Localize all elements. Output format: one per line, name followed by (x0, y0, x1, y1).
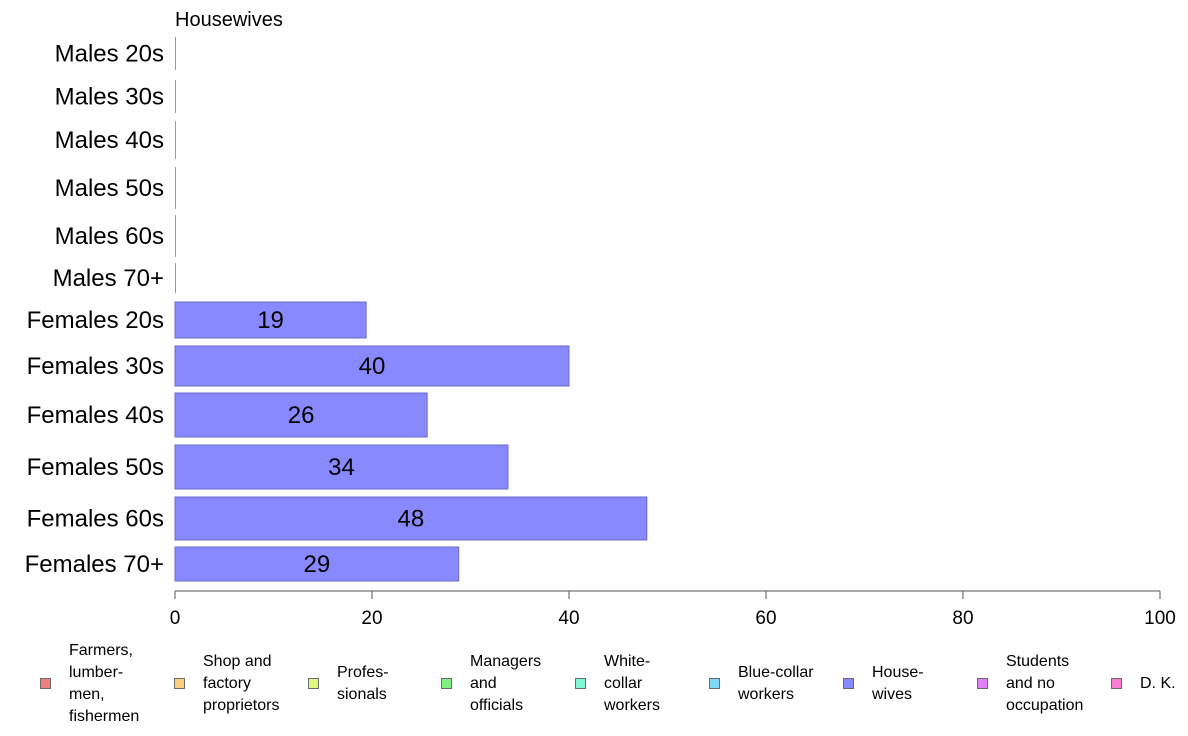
category-label: Females 20s (27, 307, 164, 334)
legend-item: Managers and officials (0, 640, 1188, 736)
bar (174, 546, 460, 582)
bar (175, 121, 176, 159)
legend-label: Farmers, lumber- men, fishermen (69, 642, 140, 725)
legend-label: Blue-collar workers (738, 664, 814, 703)
category-label: Females 70+ (25, 551, 164, 578)
x-axis-ticks: 0 20 40 60 80 100 (170, 591, 1176, 629)
category-label: Females 30s (27, 353, 164, 380)
legend-swatch-icon (1111, 678, 1122, 689)
legend-item: House- wives (0, 640, 1188, 736)
legend-label: D. K. (1140, 675, 1176, 692)
x-tick-label: 100 (1144, 608, 1176, 629)
legend-label: Managers and officials (470, 653, 542, 714)
bar-value-label: 29 (303, 551, 330, 578)
x-tick-label: 60 (755, 608, 776, 629)
category-label: Males 50s (55, 175, 164, 202)
bar-value-label: 34 (328, 454, 355, 481)
legend-item: Blue-collar workers (0, 640, 1188, 736)
bar (175, 215, 176, 257)
category-label: Males 70+ (53, 265, 164, 292)
legend-label: House- wives (872, 664, 924, 703)
legend-label: Students and no occupation (1006, 653, 1084, 714)
bar (174, 496, 648, 541)
bar (174, 301, 367, 339)
legend-item: Profes- sionals (0, 640, 1188, 736)
legend-item: Farmers, lumber- men, fishermen (0, 640, 1188, 736)
legend-label: White- collar workers (604, 653, 661, 714)
bar (175, 37, 176, 70)
bar (175, 80, 176, 113)
legend-swatch-icon (174, 678, 185, 689)
legend: Farmers, lumber- men, fishermen Shop and … (0, 640, 1188, 736)
category-label: Females 50s (27, 454, 164, 481)
legend-swatch-icon (843, 678, 854, 689)
bar-value-label: 19 (257, 307, 284, 334)
category-label: Females 60s (27, 506, 164, 533)
x-tick-label: 40 (558, 608, 579, 629)
legend-label: Profes- sionals (337, 664, 389, 703)
bar (175, 167, 176, 209)
bar-value-label: 26 (288, 402, 315, 429)
category-label: Males 30s (55, 84, 164, 111)
legend-swatch-icon (575, 678, 586, 689)
category-label: Females 40s (27, 402, 164, 429)
legend-item: White- collar workers (0, 640, 1188, 736)
legend-item: Students and no occupation (0, 640, 1188, 736)
x-tick-label: 20 (361, 608, 382, 629)
bar (175, 263, 176, 293)
category-labels: Males 20s Males 30s Males 40s Males 50s Male… (25, 41, 164, 579)
legend-label: Shop and factory proprietors (203, 653, 280, 714)
bar-value-label: 40 (359, 353, 386, 380)
bar (174, 392, 428, 438)
category-label: Males 60s (55, 223, 164, 250)
bar-value-label: 48 (398, 506, 425, 533)
legend-swatch-icon (441, 678, 452, 689)
legend-item: Shop and factory proprietors (0, 640, 1188, 736)
category-label: Males 20s (55, 41, 164, 68)
bars (174, 37, 648, 582)
legend-swatch-icon (977, 678, 988, 689)
category-label: Males 40s (55, 127, 164, 154)
bar (174, 444, 509, 490)
legend-swatch-icon (40, 678, 51, 689)
x-tick-label: 80 (952, 608, 973, 629)
legend-swatch-icon (709, 678, 720, 689)
bar (174, 345, 570, 387)
legend-item: D. K. (0, 640, 1188, 736)
bar-value-labels: 19 40 26 34 48 29 (257, 307, 424, 578)
chart-title: Housewives (175, 9, 283, 31)
legend-swatch-icon (308, 678, 319, 689)
x-tick-label: 0 (170, 608, 181, 629)
